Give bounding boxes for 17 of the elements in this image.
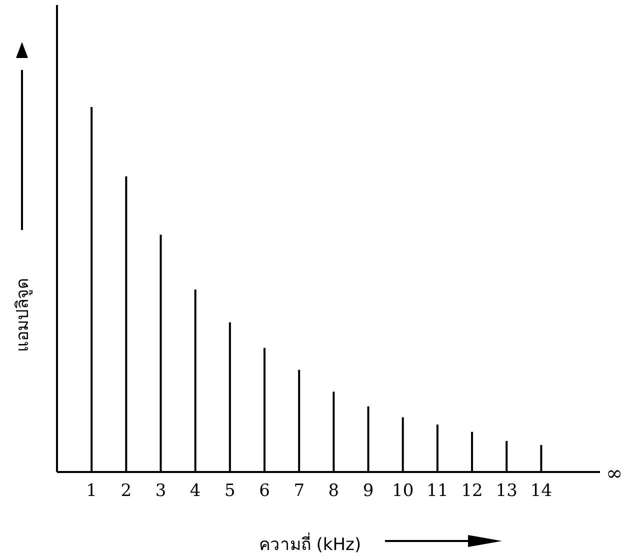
x-tick-label: 2	[120, 481, 132, 501]
x-tick-label: 9	[362, 481, 374, 501]
x-tick-label: 6	[259, 481, 270, 501]
x-tick-label: 14	[530, 481, 552, 501]
x-tick-label: 7	[294, 481, 305, 501]
x-tick-label: 1	[86, 481, 97, 501]
text: ∞	[606, 461, 623, 485]
x-tick-label: 4	[190, 481, 201, 501]
x-axis-title: ความถี่ (kHz)	[258, 532, 362, 555]
x-tick-label: 8	[328, 481, 340, 501]
y-axis-title: แอมปลิจูด	[13, 278, 33, 352]
x-tick-label: 10	[392, 481, 414, 501]
x-tick-label: 11	[426, 481, 448, 501]
x-tick-label: 3	[155, 481, 166, 501]
x-tick-label: 12	[461, 481, 483, 501]
x-tick-label: 5	[224, 481, 236, 501]
x-tick-label: 13	[496, 481, 518, 501]
